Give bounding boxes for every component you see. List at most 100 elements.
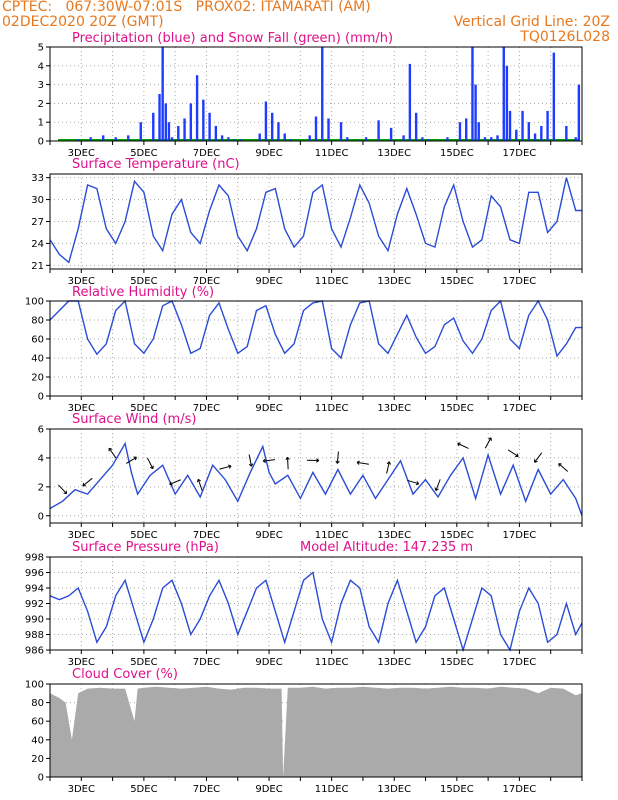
- wind-arrow-head: [335, 460, 340, 464]
- wind-arrow-head: [534, 459, 538, 463]
- rh-ytick-label: 40: [31, 354, 44, 365]
- pressure-ytick-label: 992: [25, 599, 44, 610]
- temp-xtick-label: 11DEC: [315, 276, 349, 287]
- rh-ytick-label: 20: [31, 373, 44, 384]
- precip-bar: [327, 118, 330, 141]
- temp-ytick-label: 27: [31, 217, 44, 228]
- rh-xtick-label: 13DEC: [377, 403, 411, 414]
- header-date: 02DEC2020 20Z (GMT): [2, 14, 164, 30]
- wind-grid: [49, 428, 583, 523]
- precip-bar: [289, 139, 293, 141]
- precip-bar: [314, 116, 318, 141]
- wind-xtick-label: 5DEC: [130, 530, 157, 541]
- precip-bar: [227, 137, 230, 141]
- precip-bar: [76, 139, 80, 141]
- rh-xtick-label: 15DEC: [440, 403, 474, 414]
- precip-xtick-label: 13DEC: [377, 148, 411, 159]
- cloud-ytick-label: 100: [25, 680, 44, 691]
- wind-xtick-label: 7DEC: [193, 530, 220, 541]
- pressure-ytick-label: 986: [25, 646, 44, 657]
- precip-xtick-label: 15DEC: [440, 148, 474, 159]
- pressure-xtick-label: 9DEC: [255, 657, 282, 668]
- precip-ytick-label: 1: [38, 118, 44, 129]
- precip-bar: [346, 137, 349, 141]
- precip-bar: [515, 129, 518, 141]
- wind-ytick-label: 4: [38, 453, 44, 464]
- rh-xtick-label: 7DEC: [193, 403, 220, 414]
- wind-arrow-head: [457, 442, 461, 447]
- cloud-xtick-label: 17DEC: [503, 784, 537, 795]
- wind-arrow: [108, 447, 117, 459]
- pressure-ytick-label: 994: [25, 584, 44, 595]
- precip-bar: [552, 52, 556, 141]
- temp-grid: [49, 174, 583, 269]
- temp-ytick-label: 30: [31, 195, 44, 206]
- wind-arrow-head: [558, 463, 562, 467]
- pressure-ytick-label: 998: [25, 553, 44, 564]
- pressure-panel: Surface Pressure (hPa) Model Altitude: 14…: [25, 540, 583, 668]
- precip-bar: [164, 103, 167, 141]
- wind-series-line: [49, 441, 583, 517]
- precip-xtick-label: 7DEC: [193, 148, 220, 159]
- precip-bar: [427, 139, 430, 141]
- rh-ytick-label: 100: [25, 297, 44, 308]
- precip-bar: [161, 47, 164, 141]
- cloud-xtick-label: 15DEC: [440, 784, 474, 795]
- pressure-series-line: [49, 571, 583, 653]
- precip-bar: [465, 118, 468, 141]
- precip-bar: [490, 137, 493, 141]
- precip-bar: [114, 137, 117, 141]
- wind-arrow-head: [149, 465, 154, 470]
- wind-frame: [49, 428, 583, 524]
- pressure-xtick-label: 3DEC: [68, 657, 95, 668]
- precip-bar: [377, 120, 380, 141]
- precip-bar: [321, 47, 324, 141]
- pressure-xtick-label: 15DEC: [440, 657, 474, 668]
- wind-xtick-label: 11DEC: [315, 530, 349, 541]
- pressure-xtick-label: 17DEC: [503, 657, 537, 668]
- temp-xtick-label: 15DEC: [440, 276, 474, 287]
- temp-xtick-label: 13DEC: [377, 276, 411, 287]
- rh-series-line: [49, 299, 582, 360]
- pressure-xtick-label: 5DEC: [130, 657, 157, 668]
- temp-ytick-label: 21: [31, 261, 44, 272]
- rh-xtick-label: 9DEC: [255, 403, 282, 414]
- header-model-code: TQ0126L028: [520, 29, 610, 45]
- wind-arrows: [58, 437, 569, 495]
- wind-arrow-head: [262, 458, 266, 464]
- rh-ytick-label: 80: [31, 316, 44, 327]
- wind-arrow: [58, 484, 67, 495]
- precip-bar: [170, 137, 174, 141]
- precip-bar: [364, 137, 368, 141]
- precip-bar: [414, 112, 418, 141]
- wind-xtick-label: 3DEC: [68, 530, 95, 541]
- wind-arrow: [407, 479, 419, 485]
- precip-bar: [458, 122, 462, 141]
- wind-arrow: [125, 456, 137, 464]
- header-line1: CPTEC: 067:30W-07:01S PROX02: ITAMARATI …: [2, 0, 371, 15]
- precip-bar: [574, 137, 577, 141]
- precip-bar: [102, 135, 105, 141]
- precip-bar: [167, 122, 171, 141]
- cloud-xtick-label: 9DEC: [255, 784, 282, 795]
- precip-bar: [421, 137, 424, 141]
- precip-panel: Precipitation (blue) and Snow Fall (gree…: [38, 31, 583, 159]
- temp-title: Surface Temperature (nC): [72, 157, 240, 172]
- cloud-area: [50, 686, 582, 777]
- wind-arrow: [146, 457, 154, 469]
- pressure-ytick-label: 990: [25, 615, 44, 626]
- precip-bar: [527, 122, 530, 141]
- rh-frame: [49, 300, 583, 397]
- precip-xtick-label: 11DEC: [315, 148, 349, 159]
- wind-ytick-label: 0: [38, 511, 44, 522]
- rh-panel: Relative Humidity (%) 0 20 40 60 80 100 3DEC 5DE…: [25, 285, 583, 414]
- precip-ytick-label: 2: [38, 99, 44, 110]
- precip-bar: [540, 125, 543, 141]
- wind-arrow-head: [386, 461, 391, 465]
- wind-xtick-label: 9DEC: [255, 530, 282, 541]
- precip-bar: [446, 137, 449, 141]
- precip-bar: [202, 99, 205, 141]
- wind-arrow: [534, 452, 543, 463]
- precip-bar: [408, 63, 412, 141]
- wind-arrow: [336, 451, 339, 464]
